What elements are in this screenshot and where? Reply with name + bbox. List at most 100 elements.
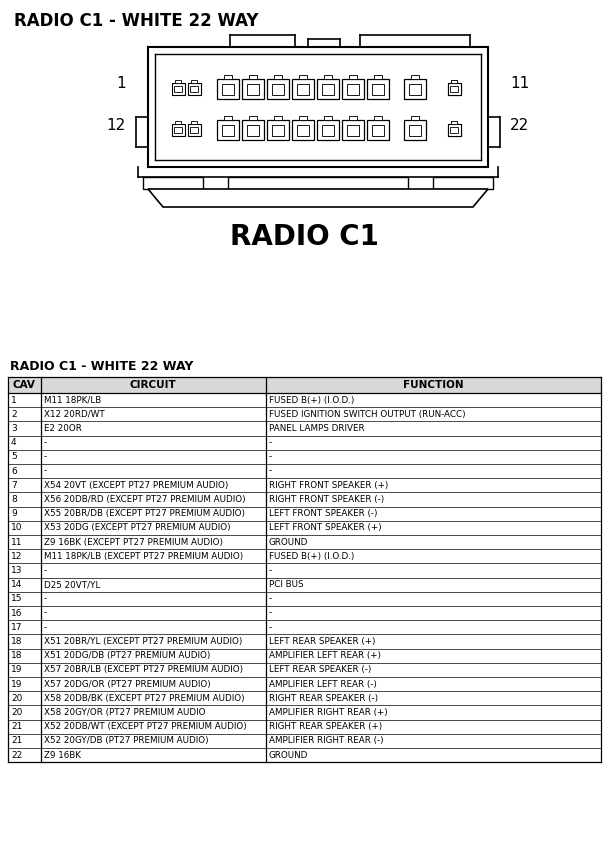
Bar — [372, 125, 384, 135]
Text: LEFT REAR SPEAKER (+): LEFT REAR SPEAKER (+) — [269, 637, 376, 646]
Text: 13: 13 — [11, 566, 23, 575]
Bar — [448, 83, 460, 95]
Text: D25 20VT/YL: D25 20VT/YL — [44, 580, 100, 590]
Bar — [347, 83, 359, 95]
Text: X51 20BR/YL (EXCEPT PT27 PREMIUM AUDIO): X51 20BR/YL (EXCEPT PT27 PREMIUM AUDIO) — [44, 637, 242, 646]
Bar — [292, 79, 314, 99]
Text: PCI BUS: PCI BUS — [269, 580, 303, 590]
Text: CAV: CAV — [13, 380, 36, 390]
Text: RADIO C1 - WHITE 22 WAY: RADIO C1 - WHITE 22 WAY — [14, 12, 258, 30]
Bar — [374, 115, 382, 120]
Text: 1: 1 — [11, 395, 17, 405]
Bar — [222, 83, 234, 95]
Text: -: - — [44, 595, 47, 603]
Text: 22: 22 — [510, 118, 529, 133]
Bar — [374, 75, 382, 79]
Bar — [8, 620, 601, 635]
Text: RIGHT FRONT SPEAKER (+): RIGHT FRONT SPEAKER (+) — [269, 481, 389, 490]
Text: -: - — [269, 466, 272, 476]
Bar — [8, 733, 601, 748]
Bar — [448, 124, 460, 136]
Bar — [322, 125, 334, 135]
Text: -: - — [269, 623, 272, 632]
Bar — [175, 80, 181, 83]
Bar — [292, 120, 314, 140]
Bar — [8, 450, 601, 464]
Bar — [247, 83, 259, 95]
Bar — [451, 80, 457, 83]
Text: 9: 9 — [11, 509, 17, 518]
Bar — [372, 83, 384, 95]
Text: 8: 8 — [11, 495, 17, 504]
Bar — [8, 506, 601, 521]
Text: X53 20DG (EXCEPT PT27 PREMIUM AUDIO): X53 20DG (EXCEPT PT27 PREMIUM AUDIO) — [44, 524, 230, 532]
Text: 19: 19 — [11, 680, 23, 688]
Bar — [409, 125, 421, 135]
Text: -: - — [269, 595, 272, 603]
Text: CIRCUIT: CIRCUIT — [130, 380, 177, 390]
Bar — [448, 124, 460, 136]
Text: 21: 21 — [11, 722, 23, 731]
Text: X57 20BR/LB (EXCEPT PT27 PREMIUM AUDIO): X57 20BR/LB (EXCEPT PT27 PREMIUM AUDIO) — [44, 665, 243, 675]
Bar — [349, 75, 357, 79]
Text: 18: 18 — [11, 651, 23, 660]
Text: X56 20DB/RD (EXCEPT PT27 PREMIUM AUDIO): X56 20DB/RD (EXCEPT PT27 PREMIUM AUDIO) — [44, 495, 245, 504]
Bar — [317, 79, 339, 99]
Bar — [409, 83, 421, 95]
Text: M11 18PK/LB (EXCEPT PT27 PREMIUM AUDIO): M11 18PK/LB (EXCEPT PT27 PREMIUM AUDIO) — [44, 551, 243, 561]
Bar — [347, 125, 359, 135]
Text: AMPLIFIER LEFT REAR (+): AMPLIFIER LEFT REAR (+) — [269, 651, 381, 660]
Bar — [188, 83, 200, 95]
Bar — [299, 115, 307, 120]
Bar — [8, 479, 601, 492]
Bar — [451, 127, 457, 134]
Bar — [8, 577, 601, 592]
Bar — [8, 748, 601, 762]
Text: 4: 4 — [11, 438, 16, 447]
Bar — [224, 115, 232, 120]
Bar — [411, 75, 419, 79]
Bar — [191, 127, 197, 134]
Bar — [8, 720, 601, 733]
Bar — [172, 83, 185, 95]
Text: 3: 3 — [11, 424, 17, 433]
Text: RADIO C1 - WHITE 22 WAY: RADIO C1 - WHITE 22 WAY — [10, 360, 194, 373]
Bar — [143, 177, 203, 189]
Bar — [448, 83, 460, 95]
Bar — [174, 86, 181, 92]
Bar — [188, 124, 200, 136]
Bar — [8, 592, 601, 606]
Bar — [297, 83, 309, 95]
Bar — [8, 393, 601, 407]
Text: -: - — [269, 453, 272, 461]
Text: X58 20GY/OR (PT27 PREMIUM AUDIO: X58 20GY/OR (PT27 PREMIUM AUDIO — [44, 708, 205, 717]
Text: 14: 14 — [11, 580, 23, 590]
Bar — [249, 115, 257, 120]
Text: 19: 19 — [11, 665, 23, 675]
Bar — [191, 86, 197, 92]
Text: M11 18PK/LB: M11 18PK/LB — [44, 395, 101, 405]
Bar — [8, 435, 601, 450]
Text: 21: 21 — [11, 736, 23, 746]
Text: PANEL LAMPS DRIVER: PANEL LAMPS DRIVER — [269, 424, 365, 433]
Text: X54 20VT (EXCEPT PT27 PREMIUM AUDIO): X54 20VT (EXCEPT PT27 PREMIUM AUDIO) — [44, 481, 228, 490]
Text: 12: 12 — [11, 551, 23, 561]
Text: 7: 7 — [11, 481, 17, 490]
Bar — [274, 115, 282, 120]
Bar — [404, 79, 426, 99]
Bar — [8, 606, 601, 620]
Bar — [8, 677, 601, 691]
Text: -: - — [269, 609, 272, 617]
Bar — [451, 86, 457, 92]
Text: 16: 16 — [11, 609, 23, 617]
Bar — [8, 662, 601, 677]
Text: 18: 18 — [11, 637, 23, 646]
Bar — [267, 79, 289, 99]
Text: 5: 5 — [11, 453, 17, 461]
Bar — [433, 177, 493, 189]
Bar — [8, 377, 601, 393]
Text: RIGHT FRONT SPEAKER (-): RIGHT FRONT SPEAKER (-) — [269, 495, 384, 504]
Text: -: - — [269, 566, 272, 575]
Bar — [324, 115, 332, 120]
Bar — [322, 83, 334, 95]
